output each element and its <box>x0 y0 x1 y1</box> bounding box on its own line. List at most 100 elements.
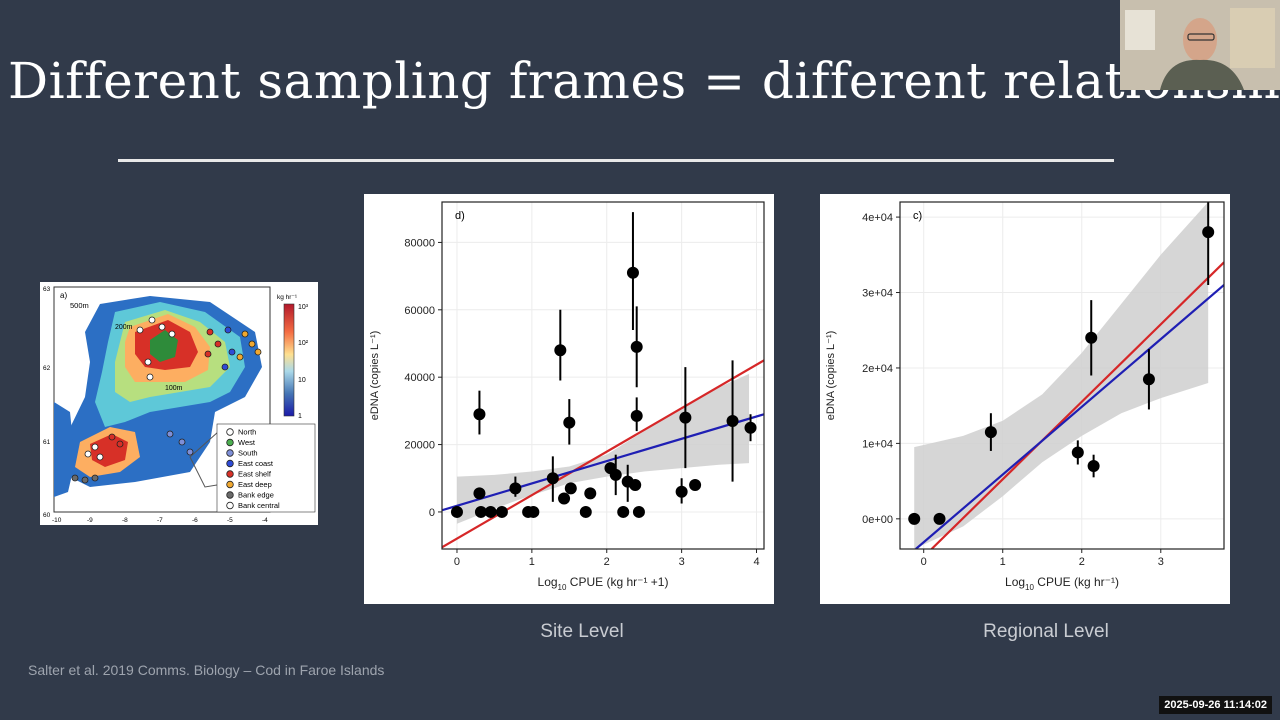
plot-frame <box>899 201 1225 550</box>
legend-marker <box>226 491 234 499</box>
y-axis-label: eDNA (copies L⁻¹) <box>825 331 837 421</box>
y-tick-label: 0e+00 <box>862 514 893 526</box>
x-axis-label: Log10 CPUE (kg hr⁻¹ +1) <box>538 575 669 592</box>
red-fit-line <box>930 261 1224 549</box>
x-tick-label: 0 <box>454 556 460 568</box>
plot-area <box>908 202 1224 549</box>
y-tick-label: 4e+04 <box>862 212 893 224</box>
legend-label: Bank edge <box>238 491 274 500</box>
contour-label-500m: 500m <box>70 301 89 310</box>
data-point <box>675 485 688 498</box>
legend-label: Bank central <box>238 501 280 510</box>
blue-fit-line <box>915 284 1224 549</box>
x-tick-label: 1 <box>529 556 535 568</box>
lat-tick: 62 <box>43 365 51 372</box>
plot-frame <box>441 201 765 550</box>
x-tick-label: 1 <box>1000 556 1006 568</box>
lat-tick: 60 <box>43 512 51 519</box>
colorbar-tick: 10² <box>298 340 309 347</box>
data-point <box>563 416 576 429</box>
data-point <box>546 472 559 485</box>
y-axis-label: eDNA (copies L⁻¹) <box>369 331 381 421</box>
legend-label: East deep <box>238 480 272 489</box>
x-tick-label: 2 <box>1079 556 1085 568</box>
data-point <box>630 340 643 353</box>
colorbar-tick: 1 <box>298 413 302 420</box>
regional-level-panel: 0 1 2 3 0e+00 1e+04 2e+04 3e+04 4e+04 c) Log10 CPU… <box>820 194 1230 604</box>
colorbar <box>283 303 295 417</box>
lat-tick: 63 <box>43 286 51 293</box>
recording-timestamp: 2025-09-26 11:14:02 <box>1159 696 1272 714</box>
colorbar-tick: 10 <box>298 377 306 384</box>
lat-tick: 61 <box>43 439 51 446</box>
title-divider <box>118 159 1114 162</box>
data-point <box>908 512 921 525</box>
colorbar-title: kg hr⁻¹ <box>277 294 298 301</box>
confidence-band <box>914 202 1209 549</box>
presenter-video <box>1120 0 1280 90</box>
y-tick-label: 80000 <box>404 237 435 249</box>
red-fit-line <box>442 359 764 549</box>
confidence-band <box>456 373 750 524</box>
data-point <box>626 266 639 279</box>
y-tick-label: 2e+04 <box>862 363 893 375</box>
x-tick-label: 3 <box>1158 556 1164 568</box>
data-point <box>1142 373 1155 386</box>
legend-label: West <box>238 438 256 447</box>
lon-tick: -4 <box>262 517 268 524</box>
data-point <box>726 414 739 427</box>
data-point <box>450 505 463 518</box>
legend-marker <box>226 480 234 489</box>
data-point <box>744 421 757 434</box>
site-level-caption: Site Level <box>540 621 624 642</box>
data-point <box>554 344 567 357</box>
x-axis-label: Log10 CPUE (kg hr⁻¹) <box>1005 575 1119 592</box>
data-point <box>617 505 630 518</box>
panel-label: c) <box>913 210 922 222</box>
y-tick-label: 20000 <box>404 440 435 452</box>
data-point <box>1071 446 1084 459</box>
data-point <box>1087 460 1100 473</box>
slide-title: Different sampling frames = different re… <box>8 52 1280 110</box>
site-level-panel: 0 1 2 3 4 0 20000 40000 60000 80000 d) Log10 CPUE (… <box>364 194 774 604</box>
legend-marker <box>226 459 234 468</box>
data-point <box>579 505 592 518</box>
y-tick-label: 40000 <box>404 372 435 384</box>
colorbar-tick: 10³ <box>298 304 309 311</box>
data-point <box>689 478 702 491</box>
contour-label-100m: 100m <box>165 385 183 392</box>
lon-tick: -5 <box>227 517 233 524</box>
legend-marker <box>226 501 234 510</box>
map-panel-label: a) <box>60 291 67 300</box>
regional-level-caption: Regional Level <box>983 621 1109 642</box>
legend-label: South <box>238 449 258 458</box>
x-tick-label: 0 <box>921 556 927 568</box>
legend-marker <box>226 438 234 447</box>
legend-marker <box>226 449 234 457</box>
data-point <box>474 505 487 518</box>
plot-area <box>442 212 764 549</box>
data-point <box>933 512 946 525</box>
legend-marker <box>226 470 234 478</box>
panel-label: d) <box>455 210 465 222</box>
data-point <box>527 505 540 518</box>
legend-label: East coast <box>238 459 274 468</box>
presenter-webcam <box>1120 0 1280 90</box>
data-point <box>484 505 497 518</box>
faroe-cpue-map: a) 500m 200m 100m kg hr⁻¹ 10³ 10² 10 1 6… <box>40 282 318 525</box>
lon-tick: -6 <box>192 517 198 524</box>
x-tick-label: 4 <box>753 556 759 568</box>
data-point <box>629 478 642 491</box>
data-point <box>679 411 692 424</box>
x-tick-label: 2 <box>604 556 610 568</box>
y-tick-label: 60000 <box>404 305 435 317</box>
site-level-chart: 0 1 2 3 4 0 20000 40000 60000 80000 d) Log10 CPUE (… <box>369 201 765 592</box>
data-point <box>609 468 622 481</box>
data-point <box>584 487 597 500</box>
lon-tick: -9 <box>87 517 93 524</box>
data-point <box>473 487 486 500</box>
legend-marker <box>226 428 234 436</box>
data-point <box>509 482 522 495</box>
lon-tick: -8 <box>122 517 128 524</box>
